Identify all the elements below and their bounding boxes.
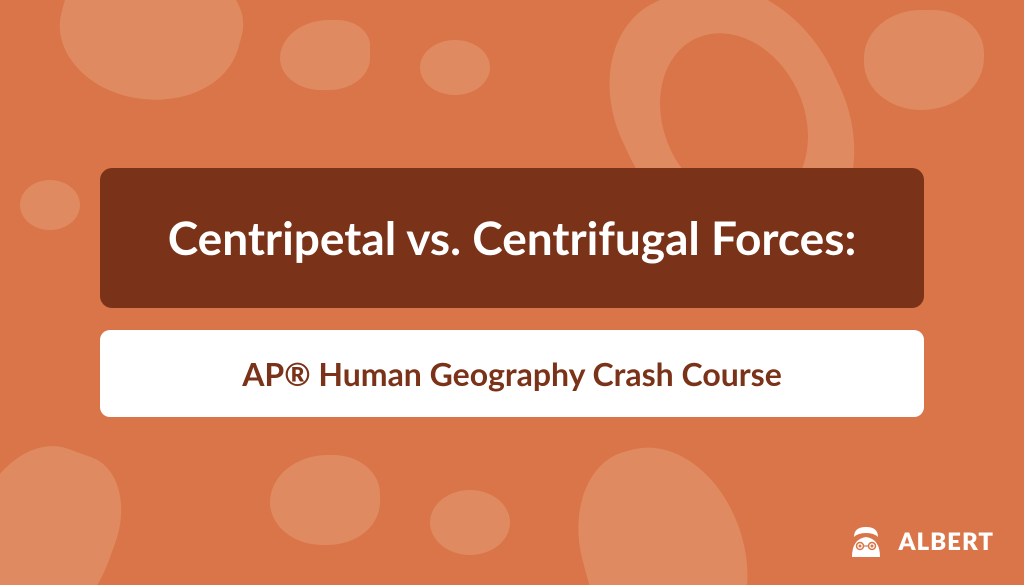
subtitle-box: AP® Human Geography Crash Course xyxy=(100,330,924,417)
title-text: Centripetal vs. Centrifugal Forces: xyxy=(150,208,874,268)
title-box: Centripetal vs. Centrifugal Forces: xyxy=(100,168,924,308)
logo-text: ALBERT xyxy=(898,527,994,556)
content-container: Centripetal vs. Centrifugal Forces: AP® … xyxy=(0,0,1024,585)
brand-logo: ALBERT xyxy=(844,519,994,563)
albert-face-icon xyxy=(844,519,888,563)
subtitle-text: AP® Human Geography Crash Course xyxy=(140,354,884,393)
